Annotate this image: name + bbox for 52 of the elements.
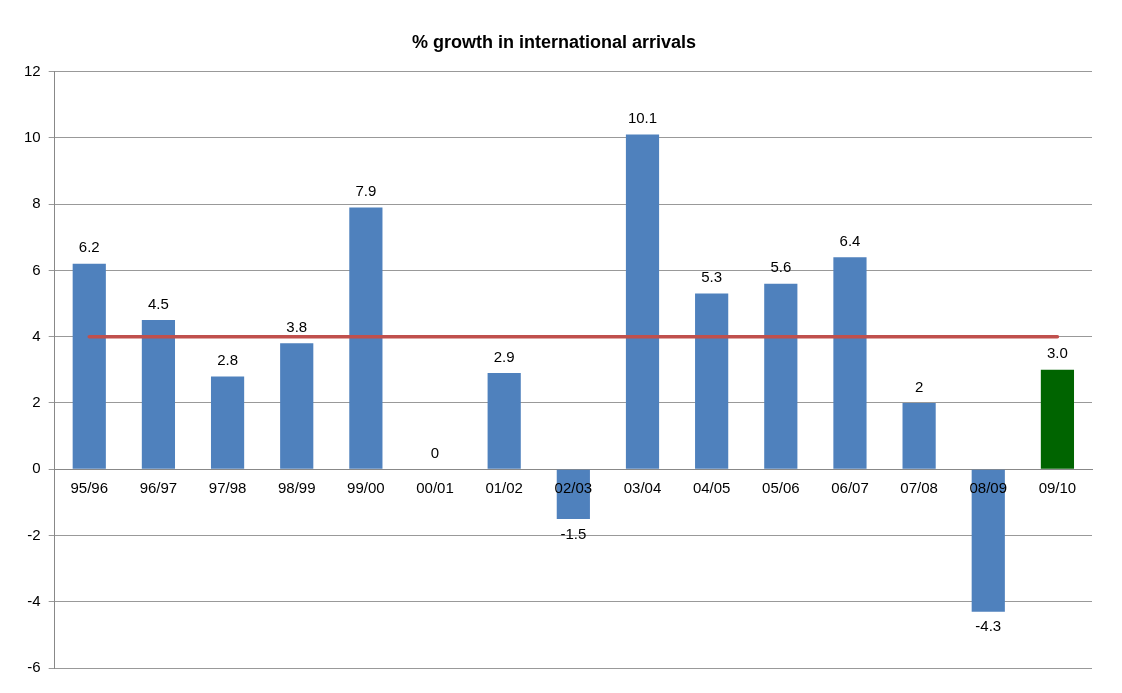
x-tick-label: 06/07: [831, 478, 869, 496]
x-tick-label: 09/10: [1038, 478, 1077, 496]
data-label: 6.2: [78, 238, 100, 256]
y-tick-label: 12: [24, 61, 41, 79]
bar: [487, 373, 521, 469]
y-tick-label: 4: [32, 326, 41, 344]
bar: [1040, 369, 1075, 469]
y-tick-label: 2: [32, 393, 41, 411]
x-tick-label: 97/98: [208, 478, 247, 496]
y-tick-label: -4: [27, 591, 41, 609]
y-tick-label: 0: [32, 459, 41, 477]
x-tick-label: 07/08: [900, 478, 938, 496]
x-tick-label: 04/05: [692, 478, 731, 496]
bar: [833, 257, 867, 469]
bar: [349, 207, 383, 469]
y-tick-label: 10: [24, 128, 41, 146]
x-tick-label: 05/06: [762, 478, 800, 496]
bar: [764, 283, 798, 469]
x-tick-label: 96/97: [139, 478, 178, 496]
y-tick-label: -6: [27, 658, 41, 676]
data-label: 2.9: [493, 347, 515, 365]
y-tick-label: 6: [32, 260, 41, 278]
data-label: -1.5: [560, 524, 587, 542]
bar: [971, 469, 1005, 612]
data-label: 3.8: [286, 317, 308, 335]
x-tick-label: 95/96: [70, 478, 109, 496]
y-tick-label: 8: [32, 194, 41, 212]
bar: [695, 293, 729, 469]
x-tick-label: 03/04: [623, 478, 662, 496]
data-label: 5.3: [701, 268, 723, 286]
bar: [210, 376, 245, 469]
bar: [625, 134, 660, 469]
bar: [280, 343, 314, 469]
y-tick-label: -2: [27, 525, 41, 543]
data-label: 10.1: [627, 109, 658, 127]
x-tick-label: 00/01: [416, 478, 454, 496]
data-label: 2.8: [217, 351, 238, 369]
data-label: 5.6: [770, 258, 792, 276]
x-tick-label: 98/99: [277, 478, 316, 496]
chart-title: % growth in international arrivals: [411, 31, 697, 52]
data-label: 6.4: [839, 231, 861, 249]
x-tick-label: 99/00: [347, 478, 385, 496]
bar: [141, 320, 176, 469]
data-label: 2: [914, 377, 924, 395]
data-label: 4.5: [147, 294, 169, 312]
x-tick-label: 01/02: [485, 478, 523, 496]
bar: [72, 263, 106, 469]
data-label: 7.9: [355, 182, 377, 200]
data-label: 3.0: [1046, 344, 1068, 362]
data-label: -4.3: [975, 617, 1002, 635]
bar: [902, 402, 936, 469]
data-label: 0: [430, 443, 440, 461]
